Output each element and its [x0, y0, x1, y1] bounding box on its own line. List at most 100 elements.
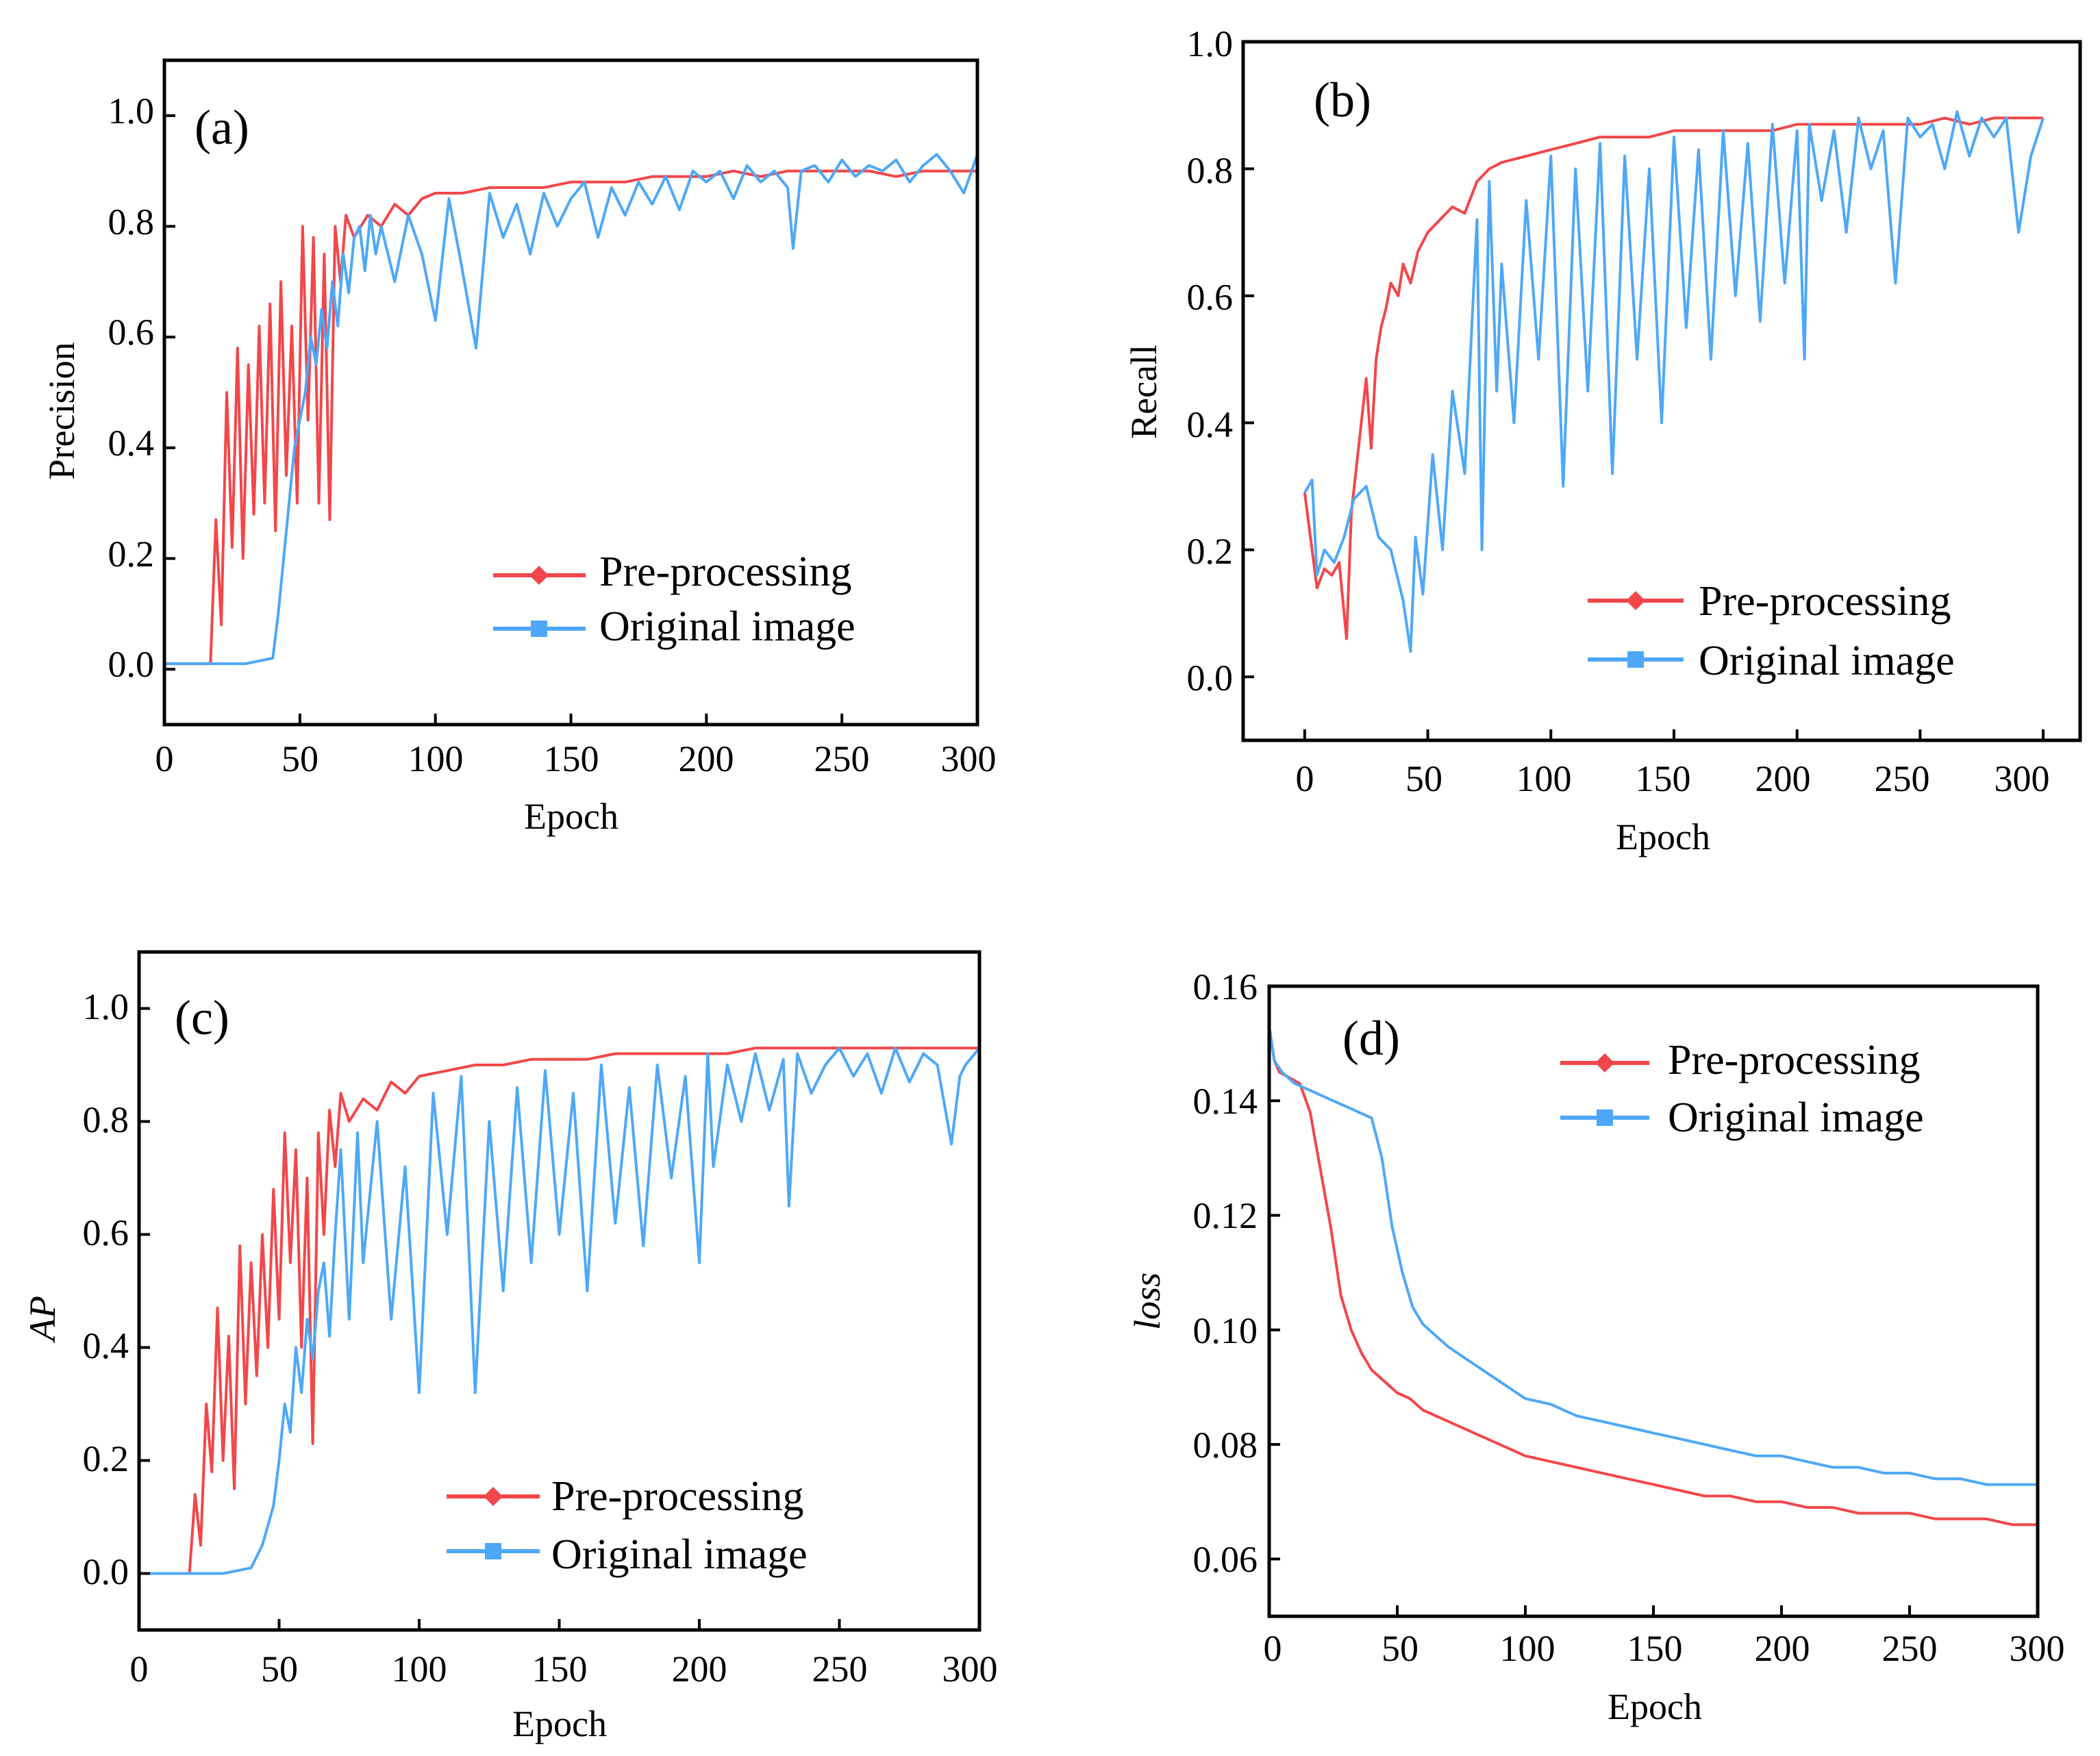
panel-b-label: (b) [1314, 73, 1371, 127]
panel-c-legend: Pre-processing Original image [447, 1473, 808, 1578]
panel-c-plot-area [139, 1046, 981, 1575]
panel-a-ytick-label: 0.8 [108, 201, 155, 242]
panel-d-plot-area [1268, 1026, 2038, 1527]
panel-c-ticks [138, 1007, 981, 1630]
panel-b-xlabel: Epoch [1616, 816, 1710, 857]
panel-c-xtick-label: 250 [812, 1648, 868, 1690]
panel-b-ytick-label: 0.4 [1187, 404, 1234, 445]
panel-d-legend-marker-pre [1595, 1053, 1614, 1073]
panel-b-series-original-image-line [1303, 110, 2045, 653]
panel-a-ytick-label: 0.4 [108, 423, 155, 464]
panel-d-legend-marker-orig [1597, 1109, 1613, 1126]
panel-b-xtick-label: 300 [1995, 758, 2050, 799]
panel-d-ytick-label: 0.14 [1193, 1081, 1258, 1122]
panel-a-legend-marker-pre [529, 566, 549, 585]
panel-b-series-pre-processing-line [1303, 116, 2044, 640]
panel-d-legend-orig: Original image [1668, 1094, 1924, 1141]
panel-c-series-pre-processing-line [139, 1046, 979, 1575]
panel-c: 0 50 100 150 200 250 300 0.0 0.2 0.4 0.6… [22, 950, 998, 1744]
panel-d-ytick-label: 0.08 [1193, 1425, 1258, 1466]
panel-d-legend: Pre-processing Original image [1560, 1037, 1924, 1141]
panel-c-xtick-label: 150 [532, 1648, 588, 1690]
panel-d: 0 50 100 150 200 250 300 0.06 0.08 0.10 … [1127, 966, 2065, 1727]
panel-d-xtick-label: 300 [2010, 1628, 2065, 1669]
panel-b-xtick-label: 250 [1875, 758, 1930, 799]
panel-d-label: (d) [1342, 1011, 1400, 1066]
panel-a-xlabel: Epoch [524, 796, 618, 837]
panel-d-xtick-label: 150 [1627, 1628, 1683, 1669]
panel-d-ylabel: loss [1127, 1272, 1168, 1330]
panel-c-ytick-label: 0.2 [83, 1438, 129, 1479]
panel-b-xtick-label: 150 [1636, 758, 1691, 799]
panel-c-ytick-label: 0.8 [83, 1099, 129, 1140]
panel-a-legend-marker-orig [531, 620, 547, 637]
panel-b-legend-pre: Pre-processing [1699, 578, 1951, 625]
panel-b-legend: Pre-processing Original image [1588, 578, 1955, 684]
panel-b-ylabel: Recall [1123, 344, 1164, 439]
panel-a-xtick-label: 0 [155, 738, 174, 779]
panel-c-xtick-label: 300 [942, 1648, 998, 1690]
panel-a-ytick-label: 0.0 [108, 644, 155, 685]
panel-c-legend-pre: Pre-processing [551, 1473, 803, 1520]
panel-b-legend-marker-orig [1627, 651, 1644, 668]
panel-d-ytick-label: 0.12 [1193, 1195, 1258, 1236]
panel-a-ytick-label: 0.2 [108, 534, 155, 575]
panel-a-xtick-label: 250 [814, 738, 870, 779]
panel-d-xlabel: Epoch [1608, 1686, 1702, 1727]
panel-c-legend-marker-pre [484, 1487, 503, 1506]
panel-c-ytick-label: 0.0 [83, 1551, 129, 1592]
panel-b-xtick-label: 100 [1516, 758, 1572, 799]
panel-b-ytick-label: 0.8 [1187, 150, 1234, 191]
panel-c-ytick-label: 1.0 [83, 986, 129, 1027]
panel-c-legend-marker-orig [485, 1543, 501, 1559]
panel-d-xtick-label: 200 [1755, 1628, 1810, 1669]
panel-a-legend-pre: Pre-processing [599, 549, 851, 595]
panel-d-legend-pre: Pre-processing [1668, 1037, 1920, 1083]
panel-d-ytick-label: 0.10 [1193, 1310, 1258, 1351]
panel-a-legend: Pre-processing Original image [493, 549, 855, 650]
panel-a-ytick-label: 0.6 [108, 312, 155, 353]
panel-d-series-pre-processing-line [1268, 1026, 2038, 1527]
panel-c-xtick-label: 200 [672, 1648, 727, 1690]
panel-b-xtick-label: 200 [1755, 758, 1811, 799]
panel-a-plot-area [164, 153, 979, 666]
panel-d-series-original-image-line [1268, 1026, 2038, 1486]
panel-a: 0 50 100 150 200 250 300 0.0 0.2 0.4 0.6… [41, 58, 997, 837]
panel-b: 0 50 100 150 200 250 300 0.0 0.2 0.4 0.6… [1123, 23, 2082, 857]
panel-b-xtick-label: 0 [1296, 758, 1314, 799]
panel-a-frame [162, 58, 979, 727]
panel-c-xtick-label: 0 [130, 1648, 149, 1690]
panel-c-legend-orig: Original image [551, 1531, 808, 1578]
panel-a-ylabel: Precision [41, 342, 82, 480]
panel-b-legend-marker-pre [1626, 591, 1645, 610]
panel-b-frame [1241, 40, 2082, 742]
panel-b-ticks [1243, 40, 2045, 740]
panel-c-xlabel: Epoch [512, 1703, 607, 1744]
panel-d-frame [1267, 984, 2040, 1618]
panel-a-xtick-label: 100 [408, 738, 464, 779]
panel-a-series-original-image-line [164, 153, 979, 666]
panel-b-ytick-label: 1.0 [1187, 23, 1234, 64]
panel-b-legend-orig: Original image [1699, 638, 1955, 684]
panel-d-ytick-label: 0.16 [1193, 966, 1258, 1007]
panel-d-ticks [1268, 985, 2039, 1616]
panel-a-xtick-label: 150 [544, 738, 599, 779]
panel-a-ticks [163, 114, 979, 725]
panel-d-xtick-label: 250 [1882, 1628, 1938, 1669]
panel-b-xtick-label: 50 [1405, 758, 1442, 799]
panel-a-xtick-label: 300 [941, 738, 997, 779]
panel-c-xtick-label: 50 [261, 1648, 298, 1690]
panel-a-label: (a) [195, 100, 249, 155]
panel-c-series-original-image-line [139, 1046, 981, 1575]
panel-d-xtick-label: 100 [1500, 1628, 1555, 1669]
panel-d-ytick-label: 0.06 [1193, 1539, 1258, 1580]
panel-b-plot-area [1303, 110, 2045, 653]
panel-b-ytick-label: 0.2 [1187, 531, 1234, 572]
panel-a-xtick-label: 200 [679, 738, 734, 779]
panel-d-xtick-label: 0 [1264, 1628, 1282, 1669]
panel-b-ytick-label: 0.0 [1187, 657, 1234, 699]
panel-c-ytick-label: 0.4 [83, 1325, 129, 1366]
panel-d-xtick-label: 50 [1382, 1628, 1418, 1669]
panel-c-label: (c) [175, 990, 229, 1045]
